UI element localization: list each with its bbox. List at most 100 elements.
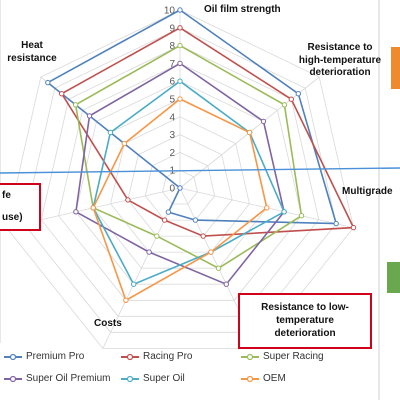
legend-swatch bbox=[4, 353, 22, 360]
grid-ring bbox=[110, 116, 250, 253]
series-line-1 bbox=[60, 26, 355, 237]
green-side-tab bbox=[387, 262, 400, 293]
data-point bbox=[208, 249, 214, 255]
data-point bbox=[295, 91, 301, 97]
legend-swatch bbox=[241, 375, 259, 382]
legend-swatch bbox=[241, 353, 259, 360]
tick-label: 10 bbox=[164, 6, 176, 17]
legend-label: Super Racing bbox=[263, 351, 324, 362]
data-point bbox=[350, 224, 357, 231]
data-point bbox=[288, 96, 294, 102]
axis-label-line: high-temperature bbox=[298, 54, 382, 66]
callout-line: fe bbox=[2, 190, 11, 201]
grid-ring bbox=[40, 45, 320, 317]
series-line-4 bbox=[92, 80, 286, 286]
legend-label: Premium Pro bbox=[26, 351, 85, 362]
data-point bbox=[333, 220, 339, 227]
data-point bbox=[223, 281, 230, 287]
data-point bbox=[161, 217, 168, 223]
axis-label-heat-resistance: Heat resistance bbox=[0, 40, 64, 65]
data-point bbox=[177, 7, 183, 13]
axis-label-oil-film-strength: Oil film strength bbox=[204, 4, 281, 15]
legend-item-super-oil-premium: Super Oil Premium bbox=[4, 373, 110, 384]
series-line-5 bbox=[92, 98, 268, 302]
horizontal-accent-line bbox=[0, 167, 400, 174]
series-line-0 bbox=[46, 9, 338, 225]
tick-label: 8 bbox=[169, 41, 175, 52]
grid-spoke bbox=[102, 187, 181, 349]
tick-label: 3 bbox=[169, 130, 175, 141]
data-point bbox=[177, 96, 183, 102]
legend-item-super-oil: Super Oil bbox=[121, 373, 185, 384]
data-point bbox=[154, 233, 160, 239]
data-point bbox=[264, 205, 270, 211]
tick-label: 6 bbox=[169, 77, 175, 88]
axis-label-high-temp-deterioration: Resistance to high-temperature deteriora… bbox=[290, 42, 390, 80]
tick-label: 5 bbox=[169, 95, 175, 106]
data-point bbox=[281, 209, 287, 215]
grid-ring bbox=[58, 62, 302, 301]
data-point bbox=[121, 140, 128, 147]
legend-label: OEM bbox=[263, 373, 286, 384]
grid-ring bbox=[6, 9, 354, 349]
data-point bbox=[125, 197, 131, 203]
axis-label-line: Heat bbox=[21, 40, 43, 51]
series-line-2 bbox=[74, 44, 303, 270]
data-point bbox=[86, 113, 93, 119]
series-line-3 bbox=[75, 62, 285, 286]
data-point bbox=[200, 233, 206, 239]
data-point bbox=[192, 217, 199, 223]
data-point bbox=[177, 42, 183, 49]
tick-label: 4 bbox=[169, 112, 175, 123]
callout-line: Resistance to low- bbox=[261, 302, 349, 313]
tick-label: 7 bbox=[169, 59, 175, 70]
orange-side-tab bbox=[391, 47, 400, 89]
legend-item-racing-pro: Racing Pro bbox=[121, 351, 192, 362]
data-point bbox=[72, 102, 79, 108]
data-point bbox=[281, 102, 288, 108]
data-point bbox=[215, 265, 222, 271]
data-point bbox=[177, 78, 183, 84]
data-point bbox=[45, 79, 51, 86]
callout-line: use) bbox=[2, 212, 23, 223]
callout-line: temperature bbox=[276, 315, 334, 326]
series-layer bbox=[45, 7, 357, 303]
tick-label: 2 bbox=[169, 148, 175, 159]
legend-label: Racing Pro bbox=[143, 351, 193, 362]
data-point bbox=[165, 209, 172, 215]
axis-label-line: Resistance to bbox=[307, 42, 373, 53]
legend-item-super-racing: Super Racing bbox=[241, 351, 324, 362]
axis-label-line: resistance bbox=[7, 52, 57, 64]
chart-legend: Premium Pro Racing Pro Super Racing Supe… bbox=[0, 343, 400, 400]
data-point bbox=[177, 60, 183, 67]
data-point bbox=[59, 91, 65, 97]
data-point bbox=[177, 185, 183, 191]
legend-swatch bbox=[121, 353, 139, 360]
data-point bbox=[298, 213, 305, 219]
legend-item-premium-pro: Premium Pro bbox=[4, 351, 84, 362]
axis-label-line: deterioration bbox=[309, 67, 371, 78]
grid-ring bbox=[127, 134, 233, 237]
data-point bbox=[73, 209, 79, 215]
radial-ticks: 012345678910 bbox=[164, 6, 176, 195]
data-point bbox=[177, 25, 183, 31]
tick-label: 0 bbox=[169, 184, 175, 195]
legend-swatch bbox=[4, 375, 22, 382]
data-point bbox=[123, 297, 129, 303]
life-callout-box: fe use) bbox=[0, 183, 41, 231]
legend-label: Super Oil bbox=[143, 373, 185, 384]
data-point bbox=[246, 129, 253, 136]
low-temp-callout-box: Resistance to low- temperature deteriora… bbox=[238, 293, 372, 349]
legend-label: Super Oil Premium bbox=[26, 373, 111, 384]
grid-ring bbox=[23, 27, 337, 333]
callout-line: deterioration bbox=[274, 328, 336, 339]
axis-label-costs: Costs bbox=[94, 318, 122, 329]
data-point bbox=[90, 205, 96, 211]
tick-label: 9 bbox=[169, 23, 175, 34]
axis-label-multigrade: Multigrade bbox=[342, 186, 393, 197]
data-point bbox=[107, 129, 114, 136]
data-point bbox=[146, 249, 152, 255]
legend-item-oem: OEM bbox=[241, 373, 286, 384]
data-point bbox=[260, 118, 267, 125]
